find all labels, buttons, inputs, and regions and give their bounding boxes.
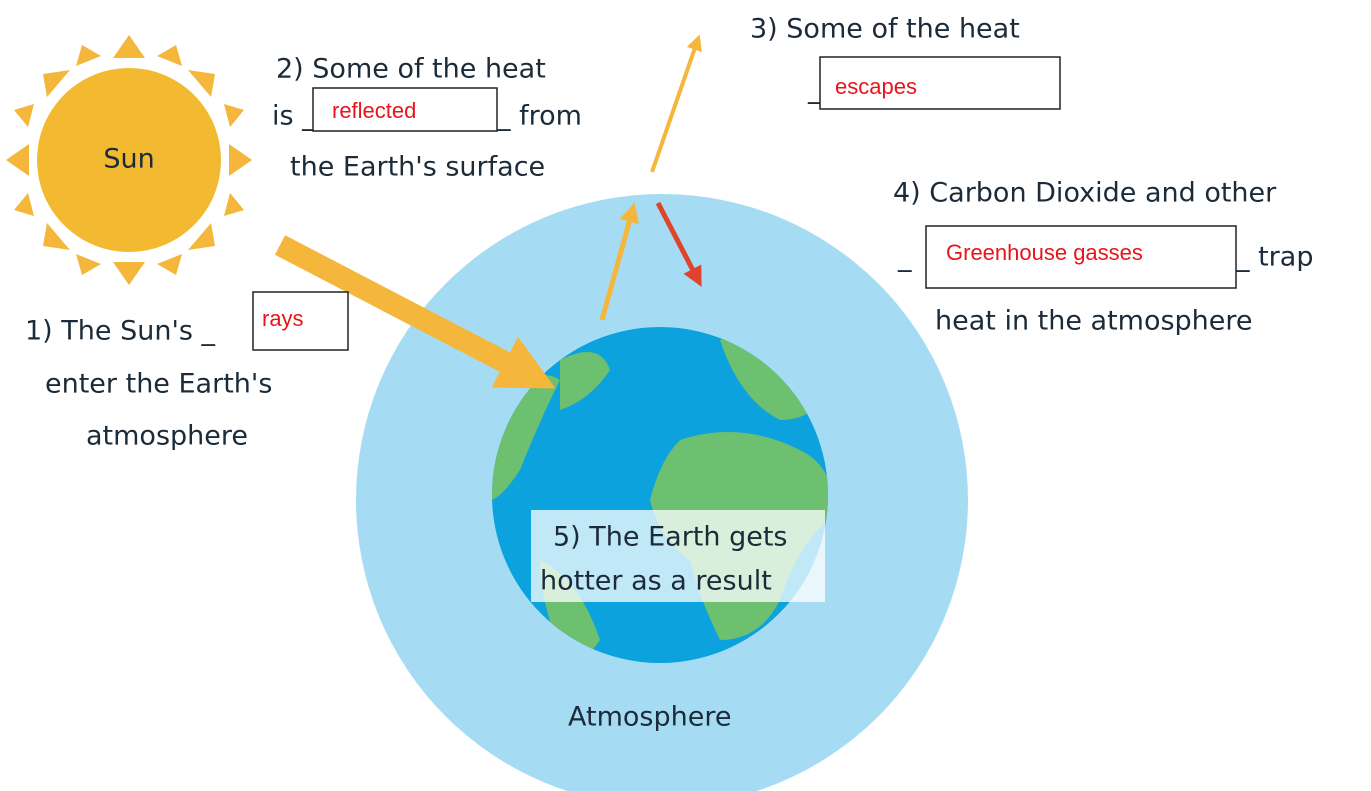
atmosphere-label: Atmosphere [568,702,731,733]
step-text: the Earth's surface [290,152,545,183]
answer: escapes [835,74,917,99]
step-text: _ from [496,101,582,132]
step-text: _ trap [1235,242,1313,273]
step-text: enter the Earth's [45,369,272,400]
step-text: atmosphere [86,421,248,452]
escape-arrow [652,42,697,172]
answer: reflected [332,98,416,123]
step-text: _ [897,242,912,273]
step-text: 2) Some of the heat [276,54,546,85]
step-text: heat in the atmosphere [935,306,1253,337]
answer: rays [262,306,304,331]
step-text: 4) Carbon Dioxide and other [893,178,1277,209]
diagram: Sun 1) The Sun's _ rays enter the Earth'… [0,0,1371,791]
step-text: is _ [272,101,316,132]
step-text: 5) The Earth gets [553,522,787,553]
step-text: 1) The Sun's _ [25,316,216,347]
sun-label: Sun [103,144,154,175]
answer: Greenhouse gasses [946,240,1143,265]
step-text: 3) Some of the heat [750,14,1020,45]
step-text: hotter as a result [540,566,772,597]
